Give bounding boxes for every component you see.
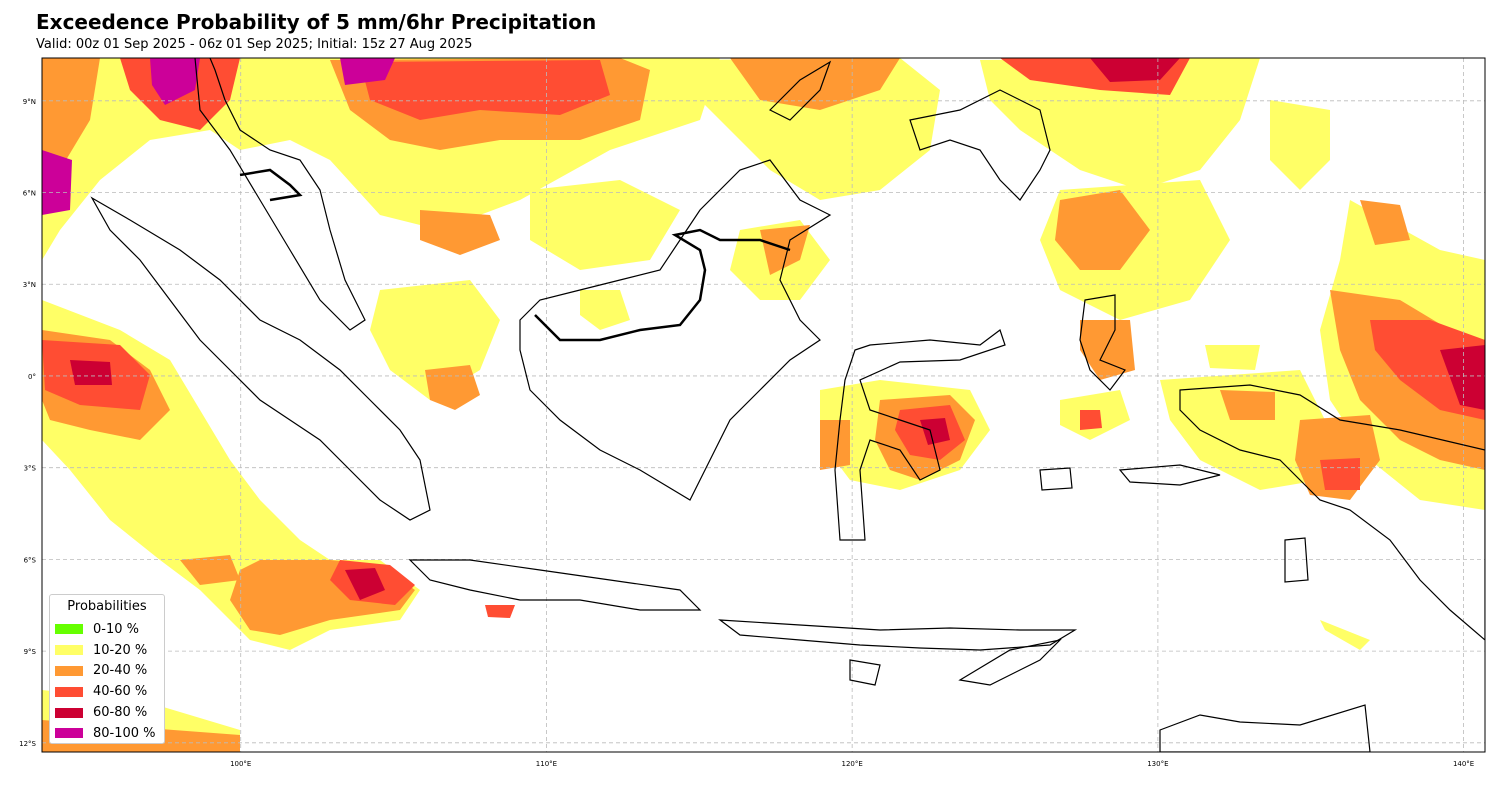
latitude-tick-label: 0° xyxy=(28,373,36,381)
legend-item: 40-60 % xyxy=(50,681,164,702)
legend-label: 10-20 % xyxy=(93,642,148,658)
malay-peninsula-coastline xyxy=(194,58,366,331)
legend-title: Probabilities xyxy=(67,599,147,614)
longitude-tick-label: 110°E xyxy=(536,760,557,768)
legend: Probabilities 0-10 % 10-20 % 20-40 % 40-… xyxy=(49,594,165,744)
sulawesi-coastline xyxy=(834,329,1006,541)
malaysia-indonesia-border xyxy=(534,228,791,342)
sumatra-coastline xyxy=(90,196,431,521)
legend-label: 60-80 % xyxy=(93,705,148,721)
latitude-tick-label: 9°N xyxy=(23,98,36,106)
coastlines xyxy=(90,58,1485,752)
legend-label: 80-100 % xyxy=(93,725,156,741)
aru-coastline xyxy=(1284,537,1309,583)
legend-swatch xyxy=(55,624,83,635)
lesser-sunda-coastline xyxy=(718,619,1078,651)
national-borders xyxy=(239,168,791,342)
latitude-tick-label: 12°S xyxy=(19,740,36,748)
legend-label: 40-60 % xyxy=(93,684,148,700)
map-title: Exceedence Probability of 5 mm/6hr Preci… xyxy=(36,10,597,34)
prob-80-100-areas xyxy=(42,58,395,215)
borneo-coastline xyxy=(519,159,832,501)
latitude-tick-label: 3°N xyxy=(23,281,36,289)
longitude-tick-labels: 100°E 110°E 120°E 130°E 140°E xyxy=(230,760,1474,768)
gridlines xyxy=(42,58,1485,752)
longitude-tick-label: 100°E xyxy=(230,760,251,768)
australia-coastline xyxy=(1159,704,1371,752)
latitude-tick-label: 9°S xyxy=(24,648,37,656)
prob-60-80-areas xyxy=(70,58,1485,600)
halmahera-coastline xyxy=(1079,294,1126,391)
philippines-north-coastline xyxy=(768,60,832,121)
legend-swatch xyxy=(55,728,83,739)
legend-label: 20-40 % xyxy=(93,663,148,679)
legend-swatch xyxy=(55,707,83,718)
legend-label: 0-10 % xyxy=(93,621,139,637)
legend-swatch xyxy=(55,645,83,656)
timor-coastline xyxy=(958,639,1062,686)
latitude-tick-label: 6°N xyxy=(23,190,36,198)
latitude-tick-label: 3°S xyxy=(24,465,37,473)
thailand-malaysia-border xyxy=(239,168,303,202)
map-frame xyxy=(41,57,1486,753)
legend-swatch xyxy=(55,686,83,697)
java-coastline xyxy=(408,559,702,611)
legend-item: 60-80 % xyxy=(50,702,164,723)
legend-item: 80-100 % xyxy=(50,723,164,744)
legend-swatch xyxy=(55,665,83,676)
philippines-mindanao-coastline xyxy=(909,89,1051,201)
longitude-tick-label: 120°E xyxy=(842,760,863,768)
latitude-tick-labels: 9°N 6°N 3°N 0° 3°S 6°S 9°S 12°S xyxy=(19,98,36,748)
sumba-coastline xyxy=(849,659,881,686)
latitude-tick-label: 6°S xyxy=(24,556,37,564)
longitude-tick-label: 130°E xyxy=(1147,760,1168,768)
new-guinea-coastline xyxy=(1179,384,1485,641)
seram-coastline xyxy=(1118,464,1221,486)
legend-item: 10-20 % xyxy=(50,640,164,661)
legend-item: 20-40 % xyxy=(50,661,164,682)
buru-coastline xyxy=(1039,467,1073,491)
longitude-tick-label: 140°E xyxy=(1453,760,1474,768)
map-subtitle: Valid: 00z 01 Sep 2025 - 06z 01 Sep 2025… xyxy=(36,37,473,52)
legend-item: 0-10 % xyxy=(50,619,164,640)
